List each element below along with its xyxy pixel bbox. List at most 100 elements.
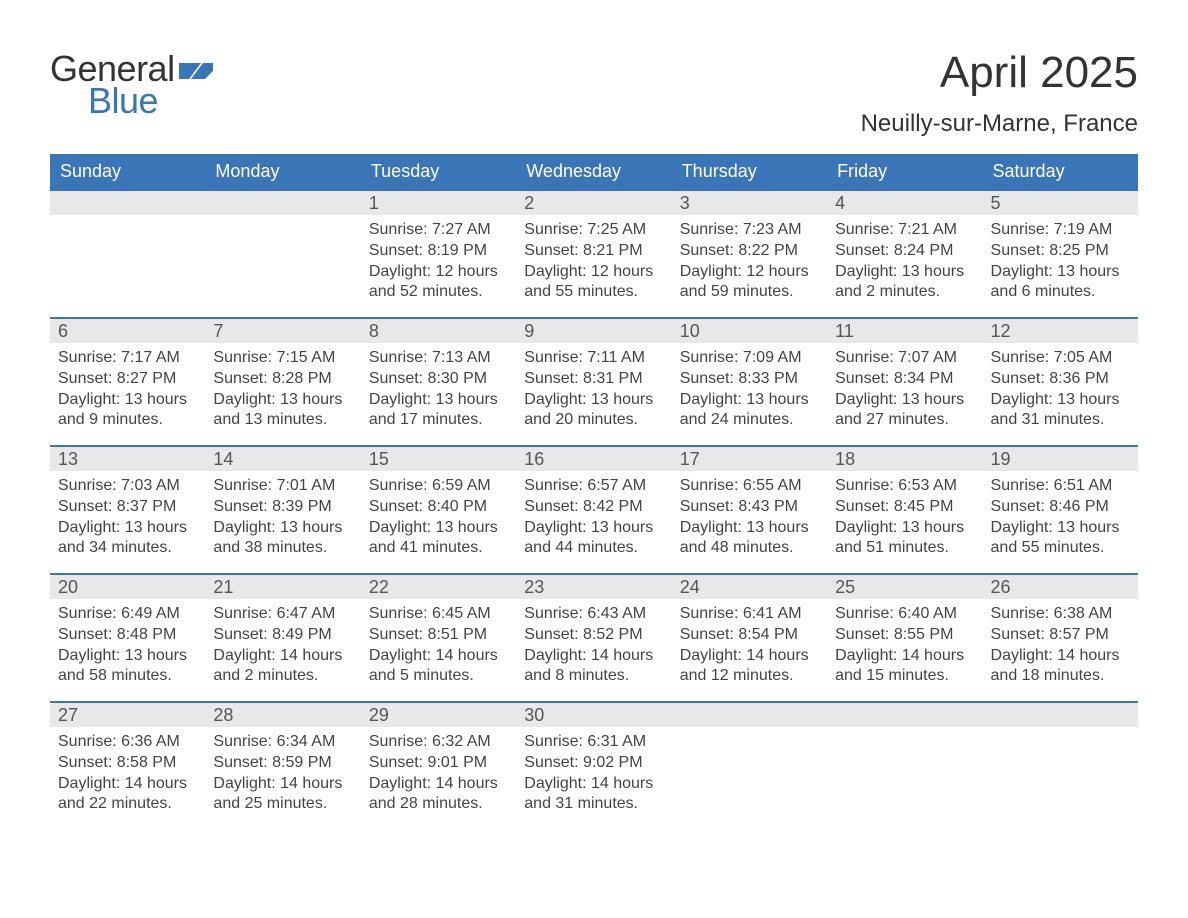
- sunset-text: Sunset: 8:19 PM: [369, 241, 508, 262]
- daylight-text: Daylight: 13 hours and 2 minutes.: [835, 262, 974, 304]
- day-number: 3: [672, 191, 827, 215]
- sunrise-text: Sunrise: 7:23 AM: [680, 220, 819, 241]
- daylight-text: Daylight: 13 hours and 38 minutes.: [213, 518, 352, 560]
- sunrise-text: Sunrise: 6:53 AM: [835, 476, 974, 497]
- weekday-header: Sunday: [50, 154, 205, 189]
- day-cell: 20Sunrise: 6:49 AMSunset: 8:48 PMDayligh…: [50, 575, 205, 701]
- daylight-text: Daylight: 13 hours and 44 minutes.: [524, 518, 663, 560]
- day-cell: 1Sunrise: 7:27 AMSunset: 8:19 PMDaylight…: [361, 191, 516, 317]
- week-row: 6Sunrise: 7:17 AMSunset: 8:27 PMDaylight…: [50, 317, 1138, 445]
- daylight-text: Daylight: 13 hours and 58 minutes.: [58, 646, 197, 688]
- sunset-text: Sunset: 8:36 PM: [991, 369, 1130, 390]
- day-body: Sunrise: 6:47 AMSunset: 8:49 PMDaylight:…: [205, 599, 360, 697]
- day-number: 7: [205, 319, 360, 343]
- day-body: Sunrise: 6:55 AMSunset: 8:43 PMDaylight:…: [672, 471, 827, 569]
- day-body: Sunrise: 6:41 AMSunset: 8:54 PMDaylight:…: [672, 599, 827, 697]
- sunrise-text: Sunrise: 7:27 AM: [369, 220, 508, 241]
- day-body: Sunrise: 7:15 AMSunset: 8:28 PMDaylight:…: [205, 343, 360, 441]
- day-body: Sunrise: 7:27 AMSunset: 8:19 PMDaylight:…: [361, 215, 516, 313]
- weekday-header: Saturday: [983, 154, 1138, 189]
- day-number: 4: [827, 191, 982, 215]
- sunset-text: Sunset: 8:31 PM: [524, 369, 663, 390]
- day-cell: [827, 703, 982, 829]
- weekday-header: Tuesday: [361, 154, 516, 189]
- day-body: [50, 215, 205, 230]
- day-cell: 11Sunrise: 7:07 AMSunset: 8:34 PMDayligh…: [827, 319, 982, 445]
- day-cell: 18Sunrise: 6:53 AMSunset: 8:45 PMDayligh…: [827, 447, 982, 573]
- daylight-text: Daylight: 13 hours and 24 minutes.: [680, 390, 819, 432]
- sunset-text: Sunset: 8:52 PM: [524, 625, 663, 646]
- day-number: 14: [205, 447, 360, 471]
- daylight-text: Daylight: 14 hours and 5 minutes.: [369, 646, 508, 688]
- sunset-text: Sunset: 8:45 PM: [835, 497, 974, 518]
- day-number: 27: [50, 703, 205, 727]
- sunrise-text: Sunrise: 6:40 AM: [835, 604, 974, 625]
- day-cell: 26Sunrise: 6:38 AMSunset: 8:57 PMDayligh…: [983, 575, 1138, 701]
- day-number: 13: [50, 447, 205, 471]
- day-cell: 2Sunrise: 7:25 AMSunset: 8:21 PMDaylight…: [516, 191, 671, 317]
- day-cell: 17Sunrise: 6:55 AMSunset: 8:43 PMDayligh…: [672, 447, 827, 573]
- day-number: 28: [205, 703, 360, 727]
- day-cell: 28Sunrise: 6:34 AMSunset: 8:59 PMDayligh…: [205, 703, 360, 829]
- day-body: Sunrise: 7:07 AMSunset: 8:34 PMDaylight:…: [827, 343, 982, 441]
- day-body: Sunrise: 7:23 AMSunset: 8:22 PMDaylight:…: [672, 215, 827, 313]
- day-cell: [672, 703, 827, 829]
- sunrise-text: Sunrise: 7:03 AM: [58, 476, 197, 497]
- daylight-text: Daylight: 13 hours and 34 minutes.: [58, 518, 197, 560]
- sunrise-text: Sunrise: 6:38 AM: [991, 604, 1130, 625]
- day-number: [827, 703, 982, 727]
- day-body: Sunrise: 6:34 AMSunset: 8:59 PMDaylight:…: [205, 727, 360, 825]
- sunset-text: Sunset: 8:33 PM: [680, 369, 819, 390]
- daylight-text: Daylight: 13 hours and 20 minutes.: [524, 390, 663, 432]
- day-cell: 14Sunrise: 7:01 AMSunset: 8:39 PMDayligh…: [205, 447, 360, 573]
- sunset-text: Sunset: 8:51 PM: [369, 625, 508, 646]
- sunrise-text: Sunrise: 7:25 AM: [524, 220, 663, 241]
- daylight-text: Daylight: 13 hours and 41 minutes.: [369, 518, 508, 560]
- sunset-text: Sunset: 8:27 PM: [58, 369, 197, 390]
- sunset-text: Sunset: 9:02 PM: [524, 753, 663, 774]
- daylight-text: Daylight: 13 hours and 6 minutes.: [991, 262, 1130, 304]
- calendar: SundayMondayTuesdayWednesdayThursdayFrid…: [50, 154, 1138, 829]
- daylight-text: Daylight: 13 hours and 9 minutes.: [58, 390, 197, 432]
- daylight-text: Daylight: 14 hours and 12 minutes.: [680, 646, 819, 688]
- daylight-text: Daylight: 14 hours and 22 minutes.: [58, 774, 197, 816]
- day-number: 15: [361, 447, 516, 471]
- sunrise-text: Sunrise: 6:57 AM: [524, 476, 663, 497]
- day-cell: 13Sunrise: 7:03 AMSunset: 8:37 PMDayligh…: [50, 447, 205, 573]
- logo: General Blue: [50, 48, 213, 122]
- day-body: Sunrise: 6:57 AMSunset: 8:42 PMDaylight:…: [516, 471, 671, 569]
- day-body: Sunrise: 7:03 AMSunset: 8:37 PMDaylight:…: [50, 471, 205, 569]
- day-body: Sunrise: 6:31 AMSunset: 9:02 PMDaylight:…: [516, 727, 671, 825]
- day-cell: 4Sunrise: 7:21 AMSunset: 8:24 PMDaylight…: [827, 191, 982, 317]
- day-cell: [50, 191, 205, 317]
- day-body: Sunrise: 6:40 AMSunset: 8:55 PMDaylight:…: [827, 599, 982, 697]
- sunset-text: Sunset: 8:58 PM: [58, 753, 197, 774]
- sunrise-text: Sunrise: 7:11 AM: [524, 348, 663, 369]
- sunrise-text: Sunrise: 6:55 AM: [680, 476, 819, 497]
- sunset-text: Sunset: 8:37 PM: [58, 497, 197, 518]
- day-body: Sunrise: 7:19 AMSunset: 8:25 PMDaylight:…: [983, 215, 1138, 313]
- daylight-text: Daylight: 12 hours and 59 minutes.: [680, 262, 819, 304]
- day-number: 23: [516, 575, 671, 599]
- day-body: Sunrise: 6:49 AMSunset: 8:48 PMDaylight:…: [50, 599, 205, 697]
- sunrise-text: Sunrise: 6:36 AM: [58, 732, 197, 753]
- day-cell: 19Sunrise: 6:51 AMSunset: 8:46 PMDayligh…: [983, 447, 1138, 573]
- sunset-text: Sunset: 8:57 PM: [991, 625, 1130, 646]
- day-number: 26: [983, 575, 1138, 599]
- day-number: 2: [516, 191, 671, 215]
- day-cell: 5Sunrise: 7:19 AMSunset: 8:25 PMDaylight…: [983, 191, 1138, 317]
- day-body: Sunrise: 6:43 AMSunset: 8:52 PMDaylight:…: [516, 599, 671, 697]
- daylight-text: Daylight: 14 hours and 15 minutes.: [835, 646, 974, 688]
- sunset-text: Sunset: 8:24 PM: [835, 241, 974, 262]
- day-body: [983, 727, 1138, 742]
- daylight-text: Daylight: 14 hours and 25 minutes.: [213, 774, 352, 816]
- day-body: Sunrise: 6:59 AMSunset: 8:40 PMDaylight:…: [361, 471, 516, 569]
- sunset-text: Sunset: 8:39 PM: [213, 497, 352, 518]
- day-number: 24: [672, 575, 827, 599]
- day-cell: 27 Sunrise: 6:36 AMSunset: 8:58 PMDayligh…: [50, 703, 205, 829]
- daylight-text: Daylight: 14 hours and 28 minutes.: [369, 774, 508, 816]
- sunrise-text: Sunrise: 6:41 AM: [680, 604, 819, 625]
- header-row: General Blue April 2025 Neuilly-sur-Marn…: [50, 48, 1138, 138]
- day-body: Sunrise: 7:01 AMSunset: 8:39 PMDaylight:…: [205, 471, 360, 569]
- day-number: 19: [983, 447, 1138, 471]
